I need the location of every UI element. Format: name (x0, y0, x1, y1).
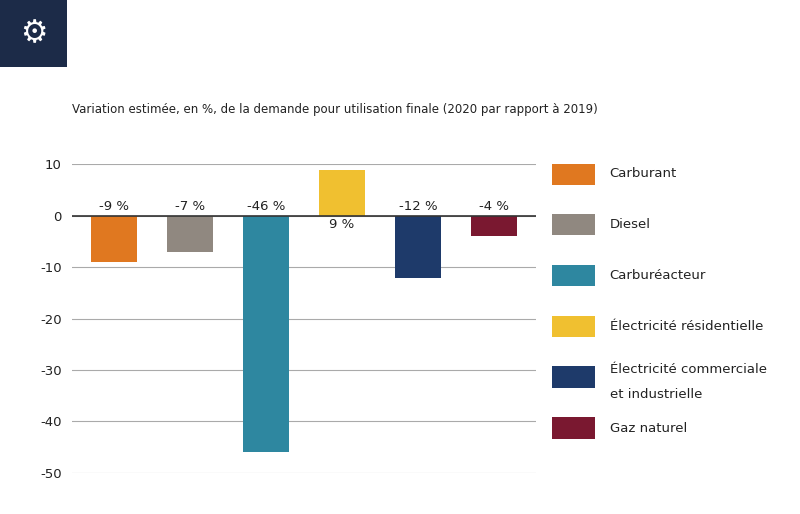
Bar (395, 216, 441, 278)
Text: Diesel: Diesel (610, 218, 650, 231)
Bar (552, 265, 595, 286)
Text: Carburant: Carburant (610, 167, 677, 180)
Text: Incidences sur la demande: Incidences sur la demande (83, 24, 363, 43)
Text: -7 %: -7 % (175, 200, 205, 213)
Text: et industrielle: et industrielle (610, 388, 702, 401)
Text: -46 %: -46 % (246, 200, 285, 213)
Text: -4 %: -4 % (479, 200, 509, 213)
Bar (167, 216, 213, 252)
Bar (319, 170, 365, 216)
Bar (0, 0, 67, 67)
Text: Variation estimée, en %, de la demande pour utilisation finale (2020 par rapport: Variation estimée, en %, de la demande p… (72, 103, 598, 116)
Bar (243, 216, 289, 452)
Bar (471, 216, 517, 236)
Bar (91, 216, 137, 262)
Text: 9 %: 9 % (330, 218, 354, 231)
Text: Gaz naturel: Gaz naturel (610, 421, 687, 435)
Bar (552, 366, 595, 388)
Text: Carburéacteur: Carburéacteur (610, 269, 706, 282)
Bar (552, 163, 595, 185)
Text: Électricité résidentielle: Électricité résidentielle (610, 320, 763, 333)
Text: Électricité commerciale: Électricité commerciale (610, 363, 766, 376)
Text: -9 %: -9 % (99, 200, 129, 213)
Bar (552, 214, 595, 235)
Bar (552, 417, 595, 439)
Text: ⚙: ⚙ (20, 19, 47, 48)
Text: -12 %: -12 % (398, 200, 438, 213)
Bar (552, 316, 595, 337)
